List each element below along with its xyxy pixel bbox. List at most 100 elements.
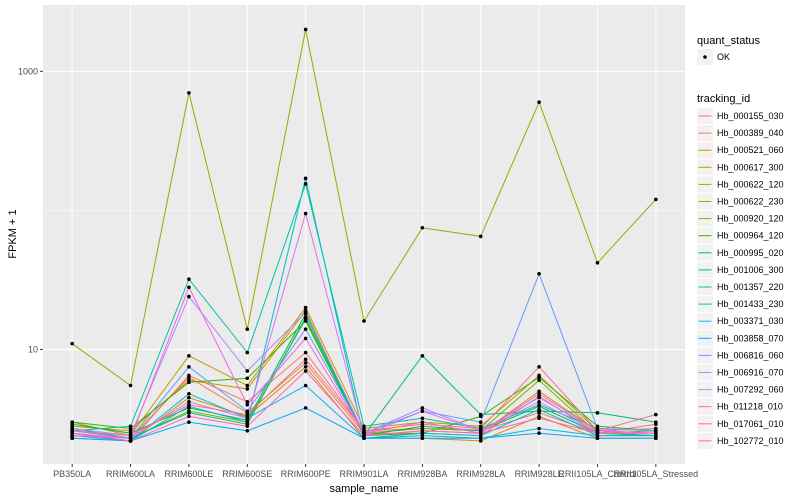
data-point [537, 365, 541, 369]
data-point [420, 428, 425, 433]
x-tick-label: RRIM928LE [515, 469, 564, 479]
data-point [595, 433, 600, 438]
data-point [245, 327, 250, 331]
data-point [303, 27, 308, 32]
y-axis: 10 1000 [18, 66, 43, 354]
data-point [478, 420, 483, 424]
legend-series-label: Hb_000617_300 [717, 162, 784, 172]
legend-series-label: Hb_006816_060 [717, 350, 784, 360]
legend-series-label: Hb_102772_010 [717, 436, 784, 446]
legend-series-label: Hb_000521_060 [717, 145, 784, 155]
data-point [187, 395, 191, 400]
data-point [537, 100, 541, 104]
data-point [303, 406, 308, 410]
data-point [478, 436, 483, 440]
data-point [245, 376, 250, 381]
x-axis-title: sample_name [329, 483, 398, 495]
data-point [537, 407, 541, 412]
legend-point-swatch [703, 55, 707, 59]
data-point [362, 436, 366, 440]
legend-series-label: Hb_001006_300 [717, 265, 784, 275]
legend-quant-status: quant_status OK [697, 35, 760, 65]
data-point [303, 182, 308, 186]
data-point [245, 387, 250, 391]
grid-major [43, 5, 685, 464]
data-point [303, 336, 308, 341]
legend-series-label: Hb_003371_030 [717, 316, 784, 326]
legend-series-label: Hb_000622_120 [717, 179, 784, 189]
data-point [478, 433, 483, 438]
data-point [245, 409, 250, 413]
data-point [537, 391, 541, 396]
data-point [303, 365, 308, 369]
legend-series-label: Hb_000389_040 [717, 128, 784, 138]
data-point [303, 350, 308, 355]
data-point [303, 305, 308, 310]
data-point [245, 350, 250, 355]
x-tick-label: RRIM928LA [456, 469, 505, 479]
data-point [595, 411, 600, 415]
x-tick-label: RRIM600SE [222, 469, 272, 479]
x-axis: PB350LA RRIM600LA RRIM600LE RRIM600SE RRIM60… [53, 464, 698, 479]
data-point [187, 391, 191, 396]
data-point [654, 426, 658, 431]
data-point [187, 285, 191, 290]
data-point [478, 234, 483, 239]
legend-series-label: Hb_007292_060 [717, 385, 784, 395]
x-tick-label: PB350LA [53, 469, 91, 479]
data-point [187, 400, 191, 404]
data-point [303, 361, 308, 365]
data-point [478, 426, 483, 431]
data-point [537, 400, 541, 404]
data-point [303, 319, 308, 323]
data-point [420, 436, 425, 440]
legend-series-label: Hb_003858_070 [717, 333, 784, 343]
legend-series-label: Hb_000995_020 [717, 248, 784, 258]
data-point [303, 211, 308, 216]
data-point [654, 431, 658, 435]
x-tick-label: RRIM600LA [106, 469, 155, 479]
data-point [362, 428, 366, 433]
data-point [70, 428, 74, 433]
data-point [595, 436, 600, 440]
legend-tracking-id-title: tracking_id [697, 93, 750, 105]
data-point [245, 420, 250, 424]
data-point [128, 431, 133, 435]
data-point [70, 422, 74, 426]
x-tick-label: RRIM928BA [397, 469, 447, 479]
y-axis-title: FPKM + 1 [7, 209, 19, 258]
x-tick-label: RRIM600PE [281, 469, 331, 479]
data-point [128, 383, 133, 388]
data-point [420, 225, 425, 230]
data-point [245, 400, 250, 404]
data-point [420, 406, 425, 410]
data-point [654, 197, 658, 202]
data-point [537, 416, 541, 421]
data-point [70, 436, 74, 440]
data-point [303, 383, 308, 388]
x-tick-label: RRIM901LA [339, 469, 388, 479]
legend-tracking-id: tracking_id Hb_000155_030 Hb_000389_040 Hb… [697, 93, 784, 449]
legend-quant-status-title: quant_status [697, 35, 760, 47]
data-point [245, 428, 250, 433]
data-point [537, 395, 541, 400]
data-point [303, 315, 308, 320]
data-point [187, 375, 191, 380]
data-point [537, 431, 541, 435]
y-tick-label: 10 [28, 344, 38, 354]
data-point [362, 433, 366, 438]
data-point [187, 354, 191, 358]
data-point [187, 414, 191, 419]
data-point [187, 294, 191, 299]
data-point [245, 369, 250, 373]
points-layer [70, 27, 658, 443]
data-point [128, 436, 133, 440]
data-point [187, 277, 191, 281]
x-tick-label: RRII105LA_Control [558, 469, 636, 479]
data-point [420, 409, 425, 413]
legend-entry-label: OK [717, 52, 730, 62]
data-point [420, 354, 425, 358]
data-point [303, 369, 308, 373]
data-point [303, 176, 308, 181]
